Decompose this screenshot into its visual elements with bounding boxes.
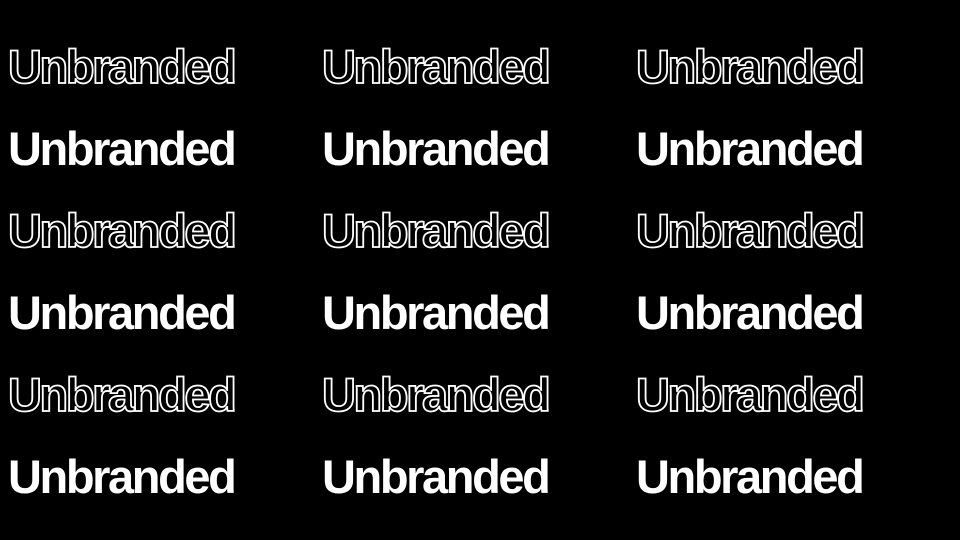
outline-word-text: Unbranded [636,40,862,93]
solid-word: Unbranded [636,116,936,180]
solid-word-text: Unbranded [8,122,234,175]
outline-word: Unbranded [322,198,622,262]
solid-word: Unbranded [636,280,936,344]
solid-word-text: Unbranded [8,286,234,339]
text-row-solid: Unbranded Unbranded Unbranded [8,444,960,508]
outline-word: Unbranded [636,362,936,426]
outline-word: Unbranded [636,198,936,262]
text-row-outline: Unbranded Unbranded Unbranded [8,362,960,426]
solid-word-text: Unbranded [8,450,234,503]
solid-word-text: Unbranded [636,122,862,175]
outline-word-text: Unbranded [322,40,548,93]
solid-word-text: Unbranded [322,122,548,175]
solid-word: Unbranded [8,116,308,180]
text-row-solid: Unbranded Unbranded Unbranded [8,116,960,180]
solid-word: Unbranded [8,280,308,344]
outline-word: Unbranded [636,34,936,98]
outline-word: Unbranded [8,362,308,426]
solid-word: Unbranded [322,444,622,508]
outline-word-text: Unbranded [322,204,548,257]
outline-word-text: Unbranded [8,204,234,257]
solid-word: Unbranded [636,444,936,508]
text-row-outline: Unbranded Unbranded Unbranded [8,34,960,98]
outline-word: Unbranded [322,34,622,98]
solid-word-text: Unbranded [322,286,548,339]
outline-word-text: Unbranded [636,204,862,257]
text-row-outline: Unbranded Unbranded Unbranded [8,198,960,262]
outline-word-text: Unbranded [322,368,548,421]
solid-word-text: Unbranded [636,450,862,503]
outline-word-text: Unbranded [636,368,862,421]
outline-word: Unbranded [322,362,622,426]
solid-word-text: Unbranded [322,450,548,503]
solid-word: Unbranded [322,280,622,344]
solid-word-text: Unbranded [636,286,862,339]
text-row-solid: Unbranded Unbranded Unbranded [8,280,960,344]
outline-word: Unbranded [8,198,308,262]
outline-word: Unbranded [8,34,308,98]
outline-word-text: Unbranded [8,368,234,421]
outline-word-text: Unbranded [8,40,234,93]
solid-word: Unbranded [322,116,622,180]
solid-word: Unbranded [8,444,308,508]
